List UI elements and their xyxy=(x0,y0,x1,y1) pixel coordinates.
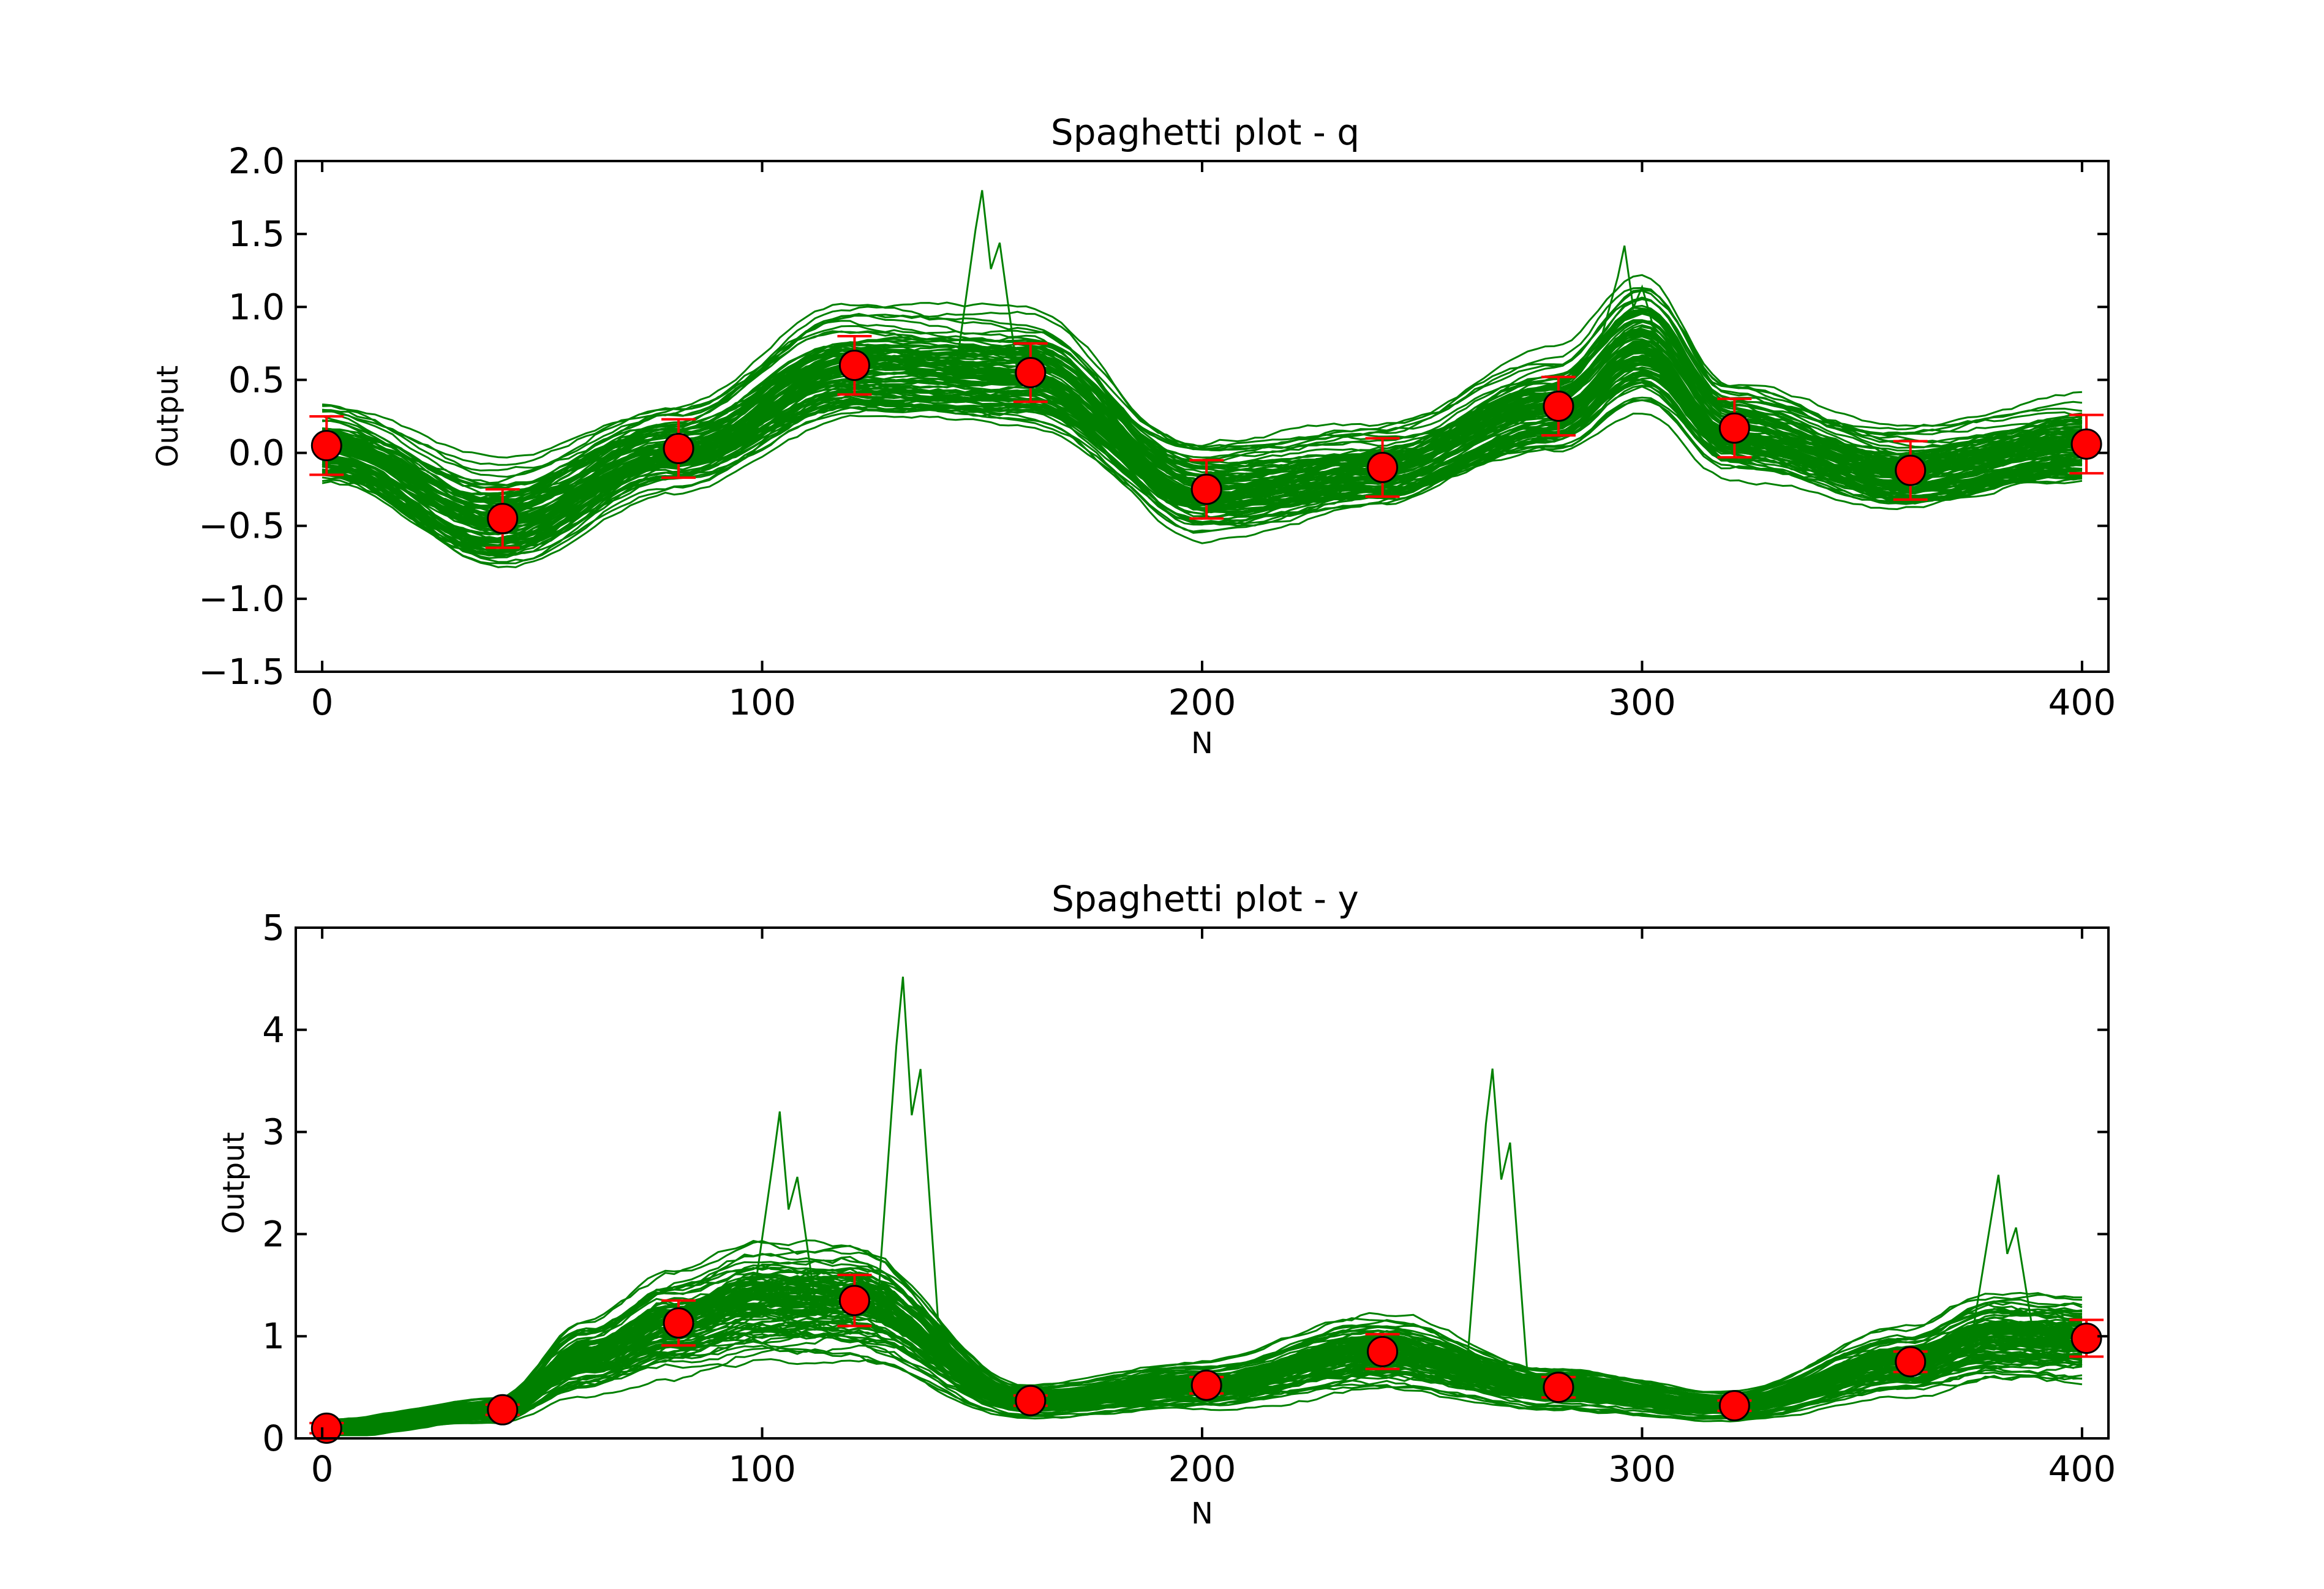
x-tick-label: 300 xyxy=(1608,682,1676,723)
mean-point xyxy=(487,1394,519,1426)
y-tick-label: 2 xyxy=(262,1213,285,1255)
x-tick-label: 400 xyxy=(2048,682,2116,723)
x-tick-label: 100 xyxy=(728,1448,796,1490)
realization-line xyxy=(322,1344,2083,1437)
realization-line xyxy=(322,1328,2082,1437)
realization-line xyxy=(322,381,2083,552)
mean-point xyxy=(663,1307,694,1339)
mean-point xyxy=(1895,1346,1927,1378)
realization-line xyxy=(322,1240,2082,1421)
mean-point xyxy=(1543,1372,1574,1403)
chart-q-xlabel: N xyxy=(1191,726,1213,761)
mean-point xyxy=(310,430,342,462)
realization-line xyxy=(322,308,2082,501)
realization-line xyxy=(322,287,2083,466)
x-tick-label: 300 xyxy=(1608,1448,1676,1490)
realization-line xyxy=(322,412,2083,568)
realization-line xyxy=(322,320,2082,512)
mean-point xyxy=(838,350,870,381)
y-tick-label: −0.5 xyxy=(198,505,285,547)
chart-y-mean-points xyxy=(309,1274,2104,1444)
y-tick-label: 1.0 xyxy=(228,286,285,328)
mean-point xyxy=(1015,357,1047,389)
y-tick-label: 0.0 xyxy=(228,432,285,474)
y-tick-label: −1.0 xyxy=(198,578,285,620)
y-tick-label: 3 xyxy=(262,1111,285,1153)
x-tick-label: 0 xyxy=(311,1448,334,1490)
y-tick-label: 0.5 xyxy=(228,359,285,400)
mean-point xyxy=(663,432,694,464)
chart-y-xlabel: N xyxy=(1191,1497,1213,1531)
peak-line xyxy=(1465,1069,1529,1378)
y-tick-label: −1.5 xyxy=(198,651,285,693)
mean-point xyxy=(1190,473,1222,505)
mean-point xyxy=(1718,1390,1750,1422)
realization-line xyxy=(322,290,2083,478)
x-tick-label: 0 xyxy=(311,682,334,723)
chart-q: Spaghetti plot - q 0 100 200 300 400 −1.5 −1.0… xyxy=(151,111,2116,761)
peak-line xyxy=(875,976,939,1321)
mean-point xyxy=(487,503,519,535)
x-tick-label: 400 xyxy=(2048,1448,2116,1490)
x-tick-label: 200 xyxy=(1168,1448,1236,1490)
realization-line xyxy=(322,1239,2082,1422)
mean-point xyxy=(1190,1369,1222,1401)
mean-point xyxy=(1367,1335,1399,1367)
peak-line xyxy=(1971,1174,2035,1337)
y-tick-label: 4 xyxy=(262,1009,285,1051)
mean-point xyxy=(1543,390,1574,422)
chart-q-mean-points xyxy=(309,334,2104,549)
x-tick-label: 200 xyxy=(1168,682,1236,723)
chart-q-ticks: 0 100 200 300 400 −1.5 −1.0 −0.5 0.0 0.5 1.0 1.5 2.0 xyxy=(198,140,2116,723)
chart-y-ylabel: Output xyxy=(217,1132,251,1234)
realization-line xyxy=(322,307,2083,496)
mean-point xyxy=(838,1285,870,1317)
mean-point xyxy=(1718,412,1750,444)
y-tick-label: 2.0 xyxy=(228,140,285,182)
y-tick-label: 1.5 xyxy=(228,213,285,255)
mean-point xyxy=(2070,428,2102,460)
peak-line xyxy=(752,1111,816,1301)
mean-point xyxy=(1895,454,1927,486)
realization-line xyxy=(322,1358,2083,1437)
chart-y-title: Spaghetti plot - y xyxy=(1051,878,1359,920)
mean-point xyxy=(2070,1323,2102,1354)
y-tick-label: 1 xyxy=(262,1315,285,1357)
mean-point xyxy=(1015,1384,1047,1416)
mean-point xyxy=(310,1412,342,1444)
y-tick-label: 5 xyxy=(262,907,285,949)
chart-q-title: Spaghetti plot - q xyxy=(1051,111,1359,153)
peak-line xyxy=(1597,245,1661,350)
realization-line xyxy=(322,367,2083,540)
y-tick-label: 0 xyxy=(262,1418,285,1459)
chart-y: Spaghetti plot - y 0 100 200 300 400 0 1 2 3 4 5 N… xyxy=(217,878,2116,1531)
realization-line xyxy=(322,385,2083,553)
chart-y-ticks: 0 100 200 300 400 0 1 2 3 4 5 xyxy=(262,907,2116,1490)
mean-point xyxy=(1367,451,1399,483)
x-tick-label: 100 xyxy=(728,682,796,723)
chart-q-ylabel: Output xyxy=(151,366,185,468)
peak-line xyxy=(955,190,1018,372)
